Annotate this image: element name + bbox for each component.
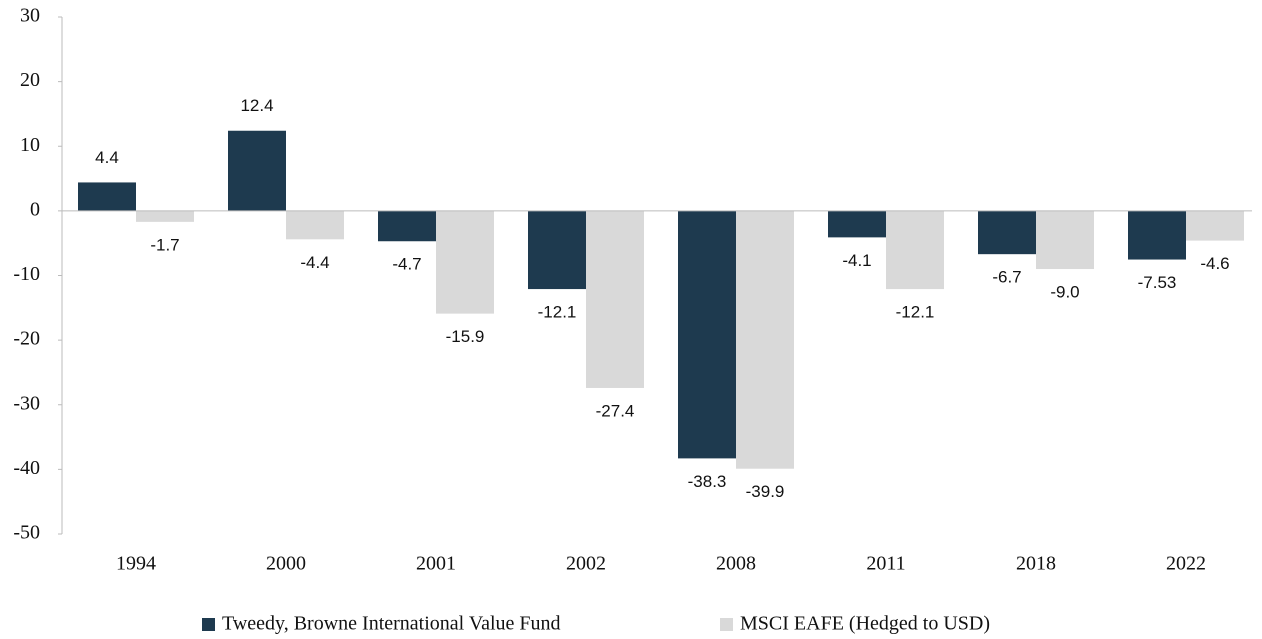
bar bbox=[736, 210, 794, 469]
y-tick-label: 30 bbox=[20, 5, 40, 27]
bar bbox=[1128, 210, 1186, 260]
data-label: -7.53 bbox=[1138, 273, 1177, 292]
legend-label: Tweedy, Browne International Value Fund bbox=[222, 613, 561, 635]
y-tick-label: -20 bbox=[13, 328, 40, 350]
data-label: -39.9 bbox=[746, 482, 785, 501]
data-label: -1.7 bbox=[150, 235, 179, 254]
x-tick-label: 2018 bbox=[1016, 553, 1056, 575]
x-tick-label: 2002 bbox=[566, 553, 606, 575]
data-label: -38.3 bbox=[688, 472, 727, 491]
bar bbox=[528, 210, 586, 290]
bar bbox=[828, 210, 886, 238]
y-tick-label: 0 bbox=[30, 198, 40, 220]
legend-swatch bbox=[202, 618, 215, 631]
data-label: 12.4 bbox=[240, 96, 273, 115]
bar bbox=[78, 182, 136, 211]
data-label: -4.7 bbox=[392, 255, 421, 274]
data-label: -4.4 bbox=[300, 253, 329, 272]
bar bbox=[378, 210, 436, 242]
legend-label: MSCI EAFE (Hedged to USD) bbox=[740, 613, 990, 635]
data-label: -4.6 bbox=[1200, 254, 1229, 273]
x-tick-label: 2001 bbox=[416, 553, 456, 575]
bar bbox=[1186, 210, 1244, 241]
bar bbox=[586, 210, 644, 388]
bar bbox=[886, 210, 944, 290]
data-label: -4.1 bbox=[842, 251, 871, 270]
data-label: -27.4 bbox=[596, 401, 635, 420]
x-tick-label: 2000 bbox=[266, 553, 306, 575]
bar bbox=[286, 210, 344, 240]
bar bbox=[436, 210, 494, 314]
x-tick-label: 2008 bbox=[716, 553, 756, 575]
bar bbox=[228, 130, 286, 211]
y-tick-label: -40 bbox=[13, 457, 40, 479]
bar bbox=[1036, 210, 1094, 270]
x-tick-label: 2011 bbox=[866, 553, 905, 575]
bar bbox=[978, 210, 1036, 255]
data-label: -9.0 bbox=[1050, 283, 1079, 302]
y-tick-label: 10 bbox=[20, 134, 40, 156]
data-label: 4.4 bbox=[95, 148, 119, 167]
y-tick-label: -10 bbox=[13, 263, 40, 285]
data-label: -12.1 bbox=[538, 303, 577, 322]
y-tick-label: 20 bbox=[20, 69, 40, 91]
data-label: -12.1 bbox=[896, 303, 935, 322]
y-tick-label: -30 bbox=[13, 392, 40, 414]
bar bbox=[136, 210, 194, 222]
legend-swatch bbox=[720, 618, 733, 631]
y-tick-label: -50 bbox=[13, 522, 40, 544]
x-tick-label: 1994 bbox=[116, 553, 156, 575]
bar bbox=[678, 210, 736, 459]
x-tick-label: 2022 bbox=[1166, 553, 1206, 575]
data-label: -15.9 bbox=[446, 327, 485, 346]
data-label: -6.7 bbox=[992, 268, 1021, 287]
